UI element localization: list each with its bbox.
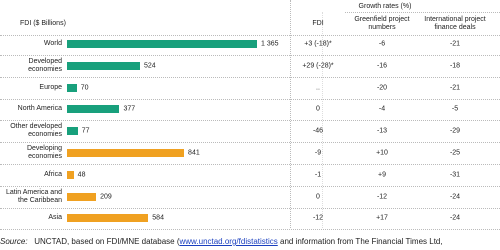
divider (322, 12, 323, 228)
table-cell: -9 (314, 149, 322, 157)
row-separator (0, 207, 500, 209)
column-header: FDI (312, 20, 324, 27)
table-cell: -31 (449, 171, 461, 179)
value-label: 48 (77, 171, 86, 179)
table-cell: -13 (376, 127, 388, 135)
bar (67, 170, 74, 179)
value-label: 1 365 (261, 40, 279, 48)
value-label: 377 (123, 105, 136, 113)
table-cell: -1 (314, 171, 322, 179)
bar (67, 214, 149, 223)
source-line: Source: UNCTAD, based on FDI/MNE databas… (0, 237, 443, 246)
bar (67, 149, 185, 157)
row-separator (0, 120, 500, 122)
source-link[interactable]: www.unctad.org/fdistatistics (179, 237, 278, 246)
table-cell: +9 (378, 171, 386, 179)
category-label: Other developed economies (10, 123, 62, 139)
value-label: 841 (188, 149, 200, 157)
table-cell: -46 (312, 127, 324, 135)
divider (345, 12, 500, 13)
category-label: World (43, 40, 62, 47)
value-label: 524 (143, 62, 156, 70)
row-separator (0, 98, 500, 100)
table-cell: +17 (376, 214, 388, 222)
table-cell: 0 (316, 105, 320, 113)
table-cell: -5 (451, 105, 459, 113)
row-separator (0, 55, 500, 56)
column-header: International project finance deals (424, 16, 486, 31)
row-separator (0, 76, 500, 78)
table-title: Growth rates (%) (358, 3, 412, 10)
chart-title: FDI ($ Billions) (20, 20, 66, 27)
bar (67, 40, 257, 48)
table-cell: -12 (376, 193, 388, 201)
table-cell: -6 (378, 40, 386, 48)
table-cell: -4 (378, 105, 386, 113)
table-cell: +10 (376, 149, 388, 157)
row-separator (0, 142, 500, 144)
table-cell: -21 (449, 40, 461, 48)
source-label: Source: (0, 237, 28, 246)
row-separator (0, 229, 500, 231)
bar (67, 105, 120, 114)
value-label: 77 (81, 127, 90, 135)
table-cell: -24 (449, 193, 461, 201)
table-cell: -29 (449, 127, 461, 135)
value-label: 584 (152, 214, 164, 222)
divider (290, 0, 291, 228)
table-cell: -24 (449, 214, 461, 222)
table-cell: .. (316, 84, 320, 92)
value-label: 209 (100, 193, 112, 201)
category-label: North America (17, 105, 62, 113)
bar (67, 127, 78, 136)
bar (67, 83, 77, 92)
category-label: Developing economies (26, 145, 62, 160)
table-cell: -12 (312, 214, 324, 222)
table-cell: +29 (-28)* (302, 62, 334, 70)
table-cell: -18 (449, 62, 461, 70)
category-label: Europe (39, 83, 62, 91)
source-text: UNCTAD, based on FDI/MNE database ( (34, 237, 180, 246)
row-separator (0, 164, 500, 165)
row-separator (0, 35, 500, 36)
category-label: Africa (44, 170, 62, 178)
bar (67, 61, 140, 70)
source-text: and information from The Financial Times… (277, 237, 443, 246)
table-cell: -20 (376, 84, 388, 92)
category-label: Developed economies (28, 57, 62, 73)
bar (67, 192, 97, 201)
category-label: Asia (48, 214, 62, 222)
table-cell: -25 (449, 149, 461, 157)
table-cell: -16 (376, 62, 388, 70)
row-separator (0, 185, 500, 187)
value-label: 70 (80, 84, 89, 92)
table-cell: +3 (-18)* (304, 40, 332, 48)
category-label: Latin America and the Caribbean (5, 188, 62, 204)
table-cell: 0 (316, 193, 320, 201)
table-cell: -21 (449, 84, 461, 92)
column-header: Greenfield project numbers (354, 16, 410, 31)
